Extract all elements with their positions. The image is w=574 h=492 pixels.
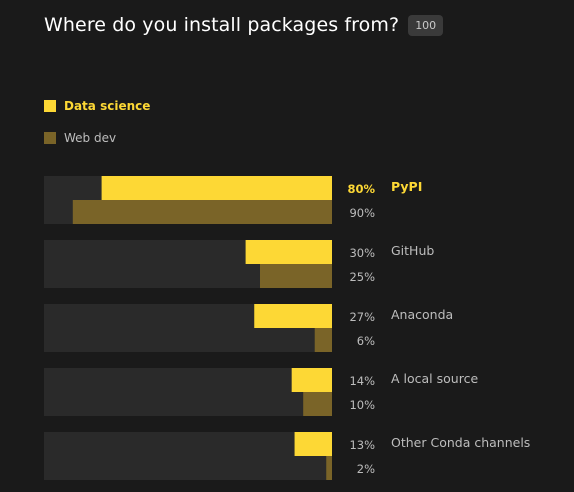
data-label-data-science: 27% bbox=[349, 310, 375, 324]
bar-web-dev[interactable] bbox=[72, 200, 333, 224]
bar-data-science[interactable] bbox=[101, 176, 332, 200]
legend-item-web-dev[interactable]: Web dev bbox=[44, 130, 150, 146]
data-label-web-dev: 10% bbox=[349, 398, 375, 412]
category-label: Other Conda channels bbox=[391, 435, 530, 450]
category-label: A local source bbox=[391, 371, 478, 386]
bar-web-dev[interactable] bbox=[260, 264, 332, 288]
legend-label-data-science: Data science bbox=[64, 99, 151, 113]
bar-data-science[interactable] bbox=[291, 368, 332, 392]
data-label-web-dev: 6% bbox=[357, 334, 375, 348]
bar-web-dev[interactable] bbox=[326, 456, 332, 480]
chart-title: Where do you install packages from? bbox=[44, 14, 400, 36]
data-label-web-dev: 25% bbox=[349, 270, 375, 284]
bar-web-dev[interactable] bbox=[303, 392, 332, 416]
bar-track bbox=[44, 432, 332, 480]
data-label-data-science: 14% bbox=[349, 374, 375, 388]
chart-legend: Data science Web dev bbox=[44, 98, 150, 162]
legend-item-data-science[interactable]: Data science bbox=[44, 98, 150, 114]
data-label-web-dev: 90% bbox=[349, 206, 375, 220]
category-label: GitHub bbox=[391, 243, 434, 258]
bar-data-science[interactable] bbox=[254, 304, 332, 328]
category-label: PyPI bbox=[391, 179, 422, 194]
respondent-count-badge: 100 bbox=[408, 14, 444, 36]
legend-swatch-data-science bbox=[44, 100, 56, 112]
bar-web-dev[interactable] bbox=[314, 328, 332, 352]
legend-label-web-dev: Web dev bbox=[64, 131, 117, 145]
data-label-data-science: 30% bbox=[349, 246, 375, 260]
data-label-data-science: 13% bbox=[349, 438, 375, 452]
bar-track bbox=[44, 368, 332, 416]
chart-header: Where do you install packages from? 100 bbox=[44, 14, 444, 36]
data-label-web-dev: 2% bbox=[357, 462, 375, 476]
category-label: Anaconda bbox=[391, 307, 453, 322]
bar-data-science[interactable] bbox=[245, 240, 332, 264]
legend-swatch-web-dev bbox=[44, 132, 56, 144]
data-label-data-science: 80% bbox=[347, 182, 375, 196]
bar-data-science[interactable] bbox=[294, 432, 332, 456]
